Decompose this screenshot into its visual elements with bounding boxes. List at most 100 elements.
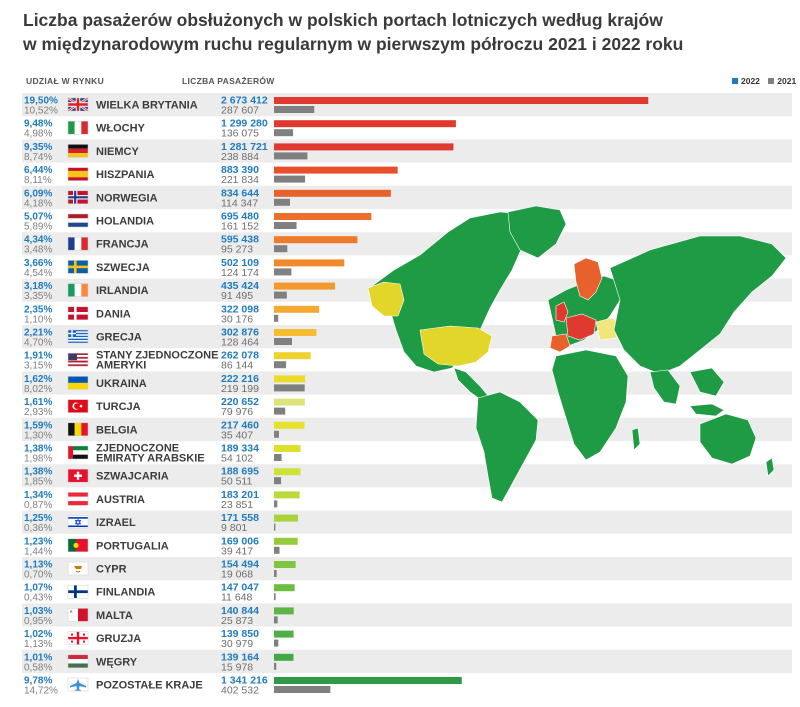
belgium-flag-icon: [67, 422, 89, 437]
value-2022-label: 302 876: [221, 327, 259, 339]
sweden-flag-icon: [67, 260, 89, 274]
row-stripe: [22, 464, 792, 488]
bar-2022: [274, 630, 294, 638]
country-label: GRUZJA: [96, 633, 141, 645]
value-2021-label: 79 976: [221, 406, 253, 418]
bar-2021: [274, 639, 279, 647]
share-2022-label: 1,38%: [24, 444, 52, 455]
value-2022-label: 188 695: [221, 466, 259, 478]
row-stripe: [22, 510, 792, 534]
georgia-flag-icon: [67, 631, 89, 645]
bar-2022: [274, 97, 649, 104]
greece-flag-icon: [67, 329, 89, 344]
bar-2022: [274, 607, 294, 615]
value-2021-label: 161 152: [221, 221, 259, 233]
country-label: IRLANDIA: [96, 285, 149, 297]
share-2022-label: 1,61%: [24, 397, 52, 408]
bar-2021: [274, 570, 277, 577]
country-label: FRANCJA: [96, 239, 149, 251]
passengers-header: LICZBA PASAŻERÓW: [182, 76, 275, 86]
value-2022-label: 183 201: [221, 489, 259, 501]
country-label: STANY ZJEDNOCZONE AMERYKI: [96, 350, 218, 372]
share-2021-label: 1,98%: [24, 454, 52, 465]
value-2021-label: 15 978: [221, 661, 253, 673]
bar-2021: [274, 129, 294, 137]
value-2021-label: 91 495: [221, 290, 253, 302]
share-2022-label: 3,18%: [24, 281, 52, 292]
value-2022-label: 1 281 721: [221, 141, 268, 153]
legend-swatch-2021: [768, 78, 775, 84]
share-2022-label: 9,78%: [24, 676, 52, 687]
bar-2021: [274, 500, 278, 508]
value-2022-label: 595 438: [221, 234, 259, 246]
bar-2021: [274, 314, 279, 322]
share-2022-label: 1,13%: [24, 560, 52, 571]
italy-flag-icon: [67, 120, 89, 135]
bar-2022: [274, 584, 295, 592]
country-label: WIELKA BRYTANIA: [96, 100, 198, 112]
value-2022-label: 1 299 280: [221, 118, 268, 130]
bar-2022: [274, 166, 398, 174]
share-2021-label: 1,10%: [24, 314, 52, 325]
row-stripe: [22, 557, 792, 581]
value-2021-label: 95 273: [221, 244, 253, 256]
table-row: 19,50%10,52% WIELKA BRYTANIA 2 673 412287 …: [24, 95, 649, 117]
row-stripe: [22, 185, 792, 209]
value-2021-label: 219 199: [221, 383, 259, 395]
value-2021-label: 50 511: [221, 476, 252, 488]
share-2022-label: 6,44%: [24, 165, 52, 176]
share-2022-label: 1,23%: [24, 536, 52, 547]
share-2021-label: 0,36%: [24, 523, 52, 534]
country-label: WĘGRY: [96, 656, 138, 668]
map-region: [765, 457, 775, 477]
map-region: [609, 235, 787, 375]
country-label: WŁOCHY: [96, 123, 146, 135]
map-region: [551, 349, 629, 461]
bar-2021: [274, 454, 282, 461]
value-2022-label: 217 460: [221, 419, 259, 431]
title-line-1: Liczba pasażerów obsłużonych w polskich …: [23, 10, 663, 30]
value-2021-label: 136 075: [221, 128, 259, 140]
value-2022-label: 169 006: [221, 535, 259, 547]
country-label: AUSTRIA: [96, 494, 145, 506]
value-2022-label: 147 047: [221, 582, 259, 594]
bar-2022: [274, 120, 456, 128]
share-2021-label: 2,93%: [24, 407, 52, 418]
finland-flag-icon: [67, 584, 89, 599]
world-map: [367, 205, 787, 503]
share-2021-label: 0,95%: [24, 616, 52, 627]
map-region: [689, 367, 725, 397]
hungary-flag-icon: [67, 654, 89, 669]
chart-title: Liczba pasażerów obsłużonych w polskich …: [23, 8, 783, 56]
legend-swatch-2022: [732, 78, 738, 84]
turkey-flag-icon: [67, 399, 89, 413]
country-label: GRECJA: [96, 332, 142, 344]
bar-2021: [274, 245, 288, 253]
share-2021-label: 4,98%: [24, 129, 52, 140]
country-label: DANIA: [96, 308, 131, 320]
bar-2021: [274, 361, 287, 369]
bar-2022: [274, 445, 301, 452]
share-2022-label: 1,34%: [24, 490, 52, 501]
bar-2022: [274, 143, 454, 151]
row-stripe: [22, 232, 792, 256]
share-2022-label: 1,25%: [24, 513, 52, 524]
bar-2021: [274, 291, 287, 299]
share-2022-label: 19,50%: [24, 96, 58, 107]
bar-2021: [274, 430, 279, 438]
airplane-icon: [67, 677, 89, 692]
value-2022-label: 262 078: [221, 350, 259, 362]
bar-2021: [274, 222, 297, 229]
map-region: [371, 211, 541, 373]
